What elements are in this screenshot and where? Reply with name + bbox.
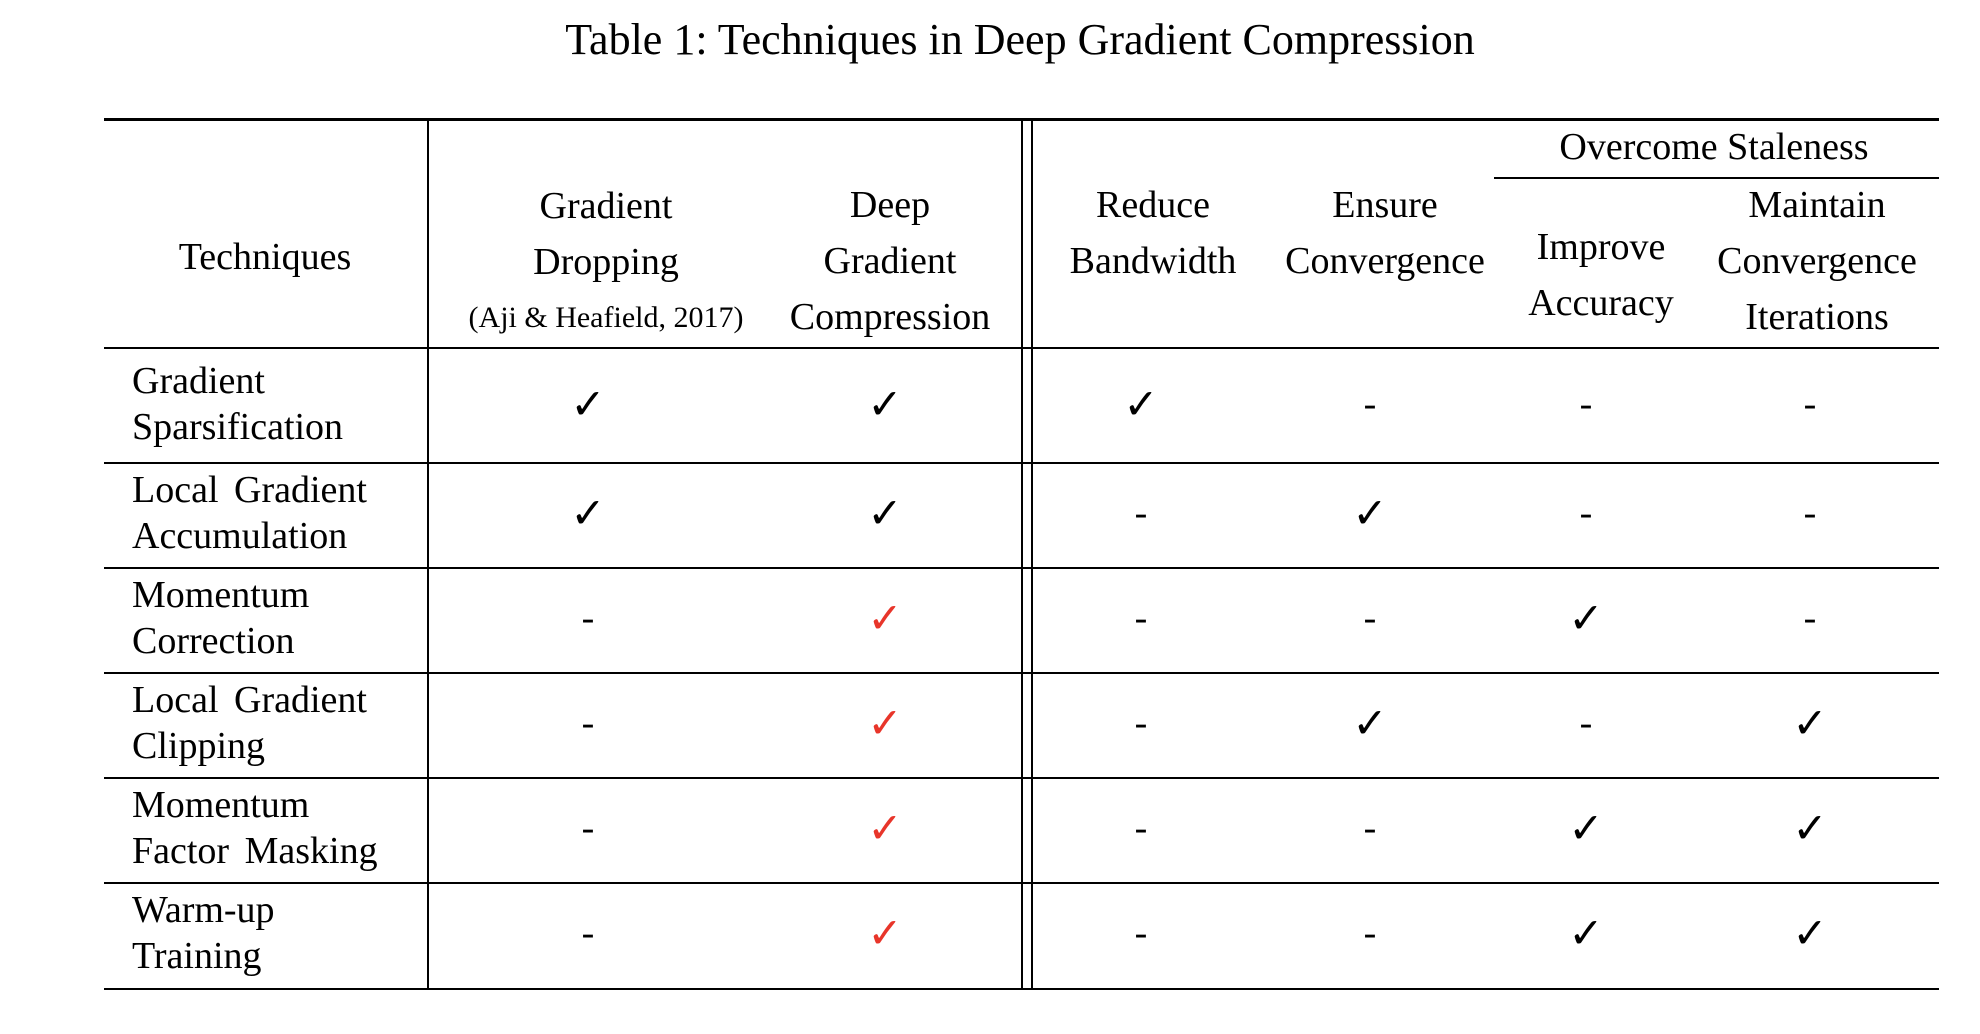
header-improve-accuracy: Improve Accuracy [1528, 219, 1674, 331]
dash-mark: - [1134, 491, 1148, 534]
header-line: Reduce [1096, 184, 1210, 226]
technique-line: Sparsification [132, 405, 344, 448]
dash-mark: - [1134, 806, 1148, 849]
overcome-staleness-rule [1494, 177, 1939, 179]
header-line: Bandwidth [1069, 240, 1237, 282]
technique-line: Factor Masking [132, 829, 378, 872]
check-icon: ✓ [1792, 698, 1828, 747]
dash-mark: - [1363, 912, 1377, 954]
header-reduce-bandwidth: Reduce Bandwidth [1070, 177, 1237, 289]
technique-name: Gradient Sparsification [132, 358, 343, 450]
check-icon: ✓ [1352, 488, 1388, 537]
dash-mark: - [1363, 596, 1377, 639]
technique-line: Warm-up [132, 889, 275, 931]
technique-line: Accumulation [132, 514, 348, 557]
dash-mark: - [1134, 596, 1148, 639]
technique-name: Local Gradient Accumulation [132, 467, 367, 559]
technique-name: Warm-up Training [132, 887, 275, 979]
header-gradient-dropping-citation: (Aji & Heafield, 2017) [468, 301, 744, 334]
header-line: Gradient [823, 240, 957, 282]
header-maintain-convergence: Maintain Convergence Iterations [1717, 177, 1917, 345]
check-icon: ✓ [1123, 379, 1159, 428]
technique-line: Gradient [132, 359, 265, 402]
dash-mark: - [1363, 806, 1377, 849]
header-line: Improve [1536, 226, 1666, 268]
header-line: Maintain [1748, 184, 1886, 226]
header-gradient-dropping: Gradient Dropping [533, 178, 679, 290]
technique-name: Local Gradient Clipping [132, 677, 367, 769]
dash-mark: - [581, 596, 595, 639]
header-ensure-convergence: Ensure Convergence [1285, 177, 1485, 289]
header-line: Deep [849, 184, 931, 226]
check-icon: ✓ [1568, 803, 1604, 852]
dash-mark: - [1363, 382, 1377, 425]
red-check-icon: ✓ [867, 908, 903, 958]
col-double-divider-1 [1021, 119, 1023, 989]
check-icon: ✓ [570, 488, 606, 537]
technique-line: Correction [132, 619, 295, 662]
dash-mark: - [1803, 382, 1817, 425]
col-divider [427, 119, 429, 989]
header-line: Compression [789, 296, 991, 338]
header-line: Accuracy [1528, 282, 1674, 324]
header-dgc: Deep Gradient Compression [790, 177, 991, 345]
dash-mark: - [1579, 701, 1593, 744]
table-caption: Table 1: Techniques in Deep Gradient Com… [565, 15, 1475, 64]
red-check-icon: ✓ [867, 803, 903, 852]
technique-line: Local Gradient [132, 468, 367, 511]
header-line: Convergence [1717, 240, 1917, 282]
col-double-divider-2 [1031, 119, 1033, 989]
technique-line: Local Gradient [132, 678, 367, 721]
header-overcome-staleness: Overcome Staleness [1559, 126, 1869, 168]
technique-name: Momentum Correction [132, 572, 309, 664]
technique-line: Momentum [132, 783, 310, 826]
check-icon: ✓ [1568, 908, 1604, 958]
check-icon: ✓ [1792, 908, 1828, 958]
check-icon: ✓ [1352, 698, 1388, 747]
header-line: Dropping [533, 241, 679, 283]
header-line: Convergence [1285, 240, 1485, 282]
check-icon: ✓ [1568, 593, 1604, 642]
dash-mark: - [1579, 491, 1593, 534]
check-icon: ✓ [867, 488, 903, 537]
check-icon: ✓ [570, 379, 606, 428]
red-check-icon: ✓ [867, 593, 903, 642]
dash-mark: - [1134, 912, 1148, 954]
dash-mark: - [581, 912, 595, 954]
dash-mark: - [1803, 596, 1817, 639]
technique-line: Momentum [132, 573, 310, 616]
technique-name: Momentum Factor Masking [132, 782, 378, 874]
check-icon: ✓ [1792, 803, 1828, 852]
header-line: Gradient [539, 185, 673, 227]
header-line: Ensure [1332, 184, 1438, 226]
technique-line: Training [132, 935, 262, 977]
check-icon: ✓ [867, 379, 903, 428]
technique-line: Clipping [132, 724, 266, 767]
red-check-icon: ✓ [867, 698, 903, 747]
dash-mark: - [581, 806, 595, 849]
dash-mark: - [581, 701, 595, 744]
dash-mark: - [1803, 491, 1817, 534]
bottom-rule [104, 988, 1939, 990]
dash-mark: - [1134, 701, 1148, 744]
header-techniques: Techniques [178, 236, 352, 278]
header-line: Iterations [1745, 296, 1889, 338]
dash-mark: - [1579, 382, 1593, 425]
